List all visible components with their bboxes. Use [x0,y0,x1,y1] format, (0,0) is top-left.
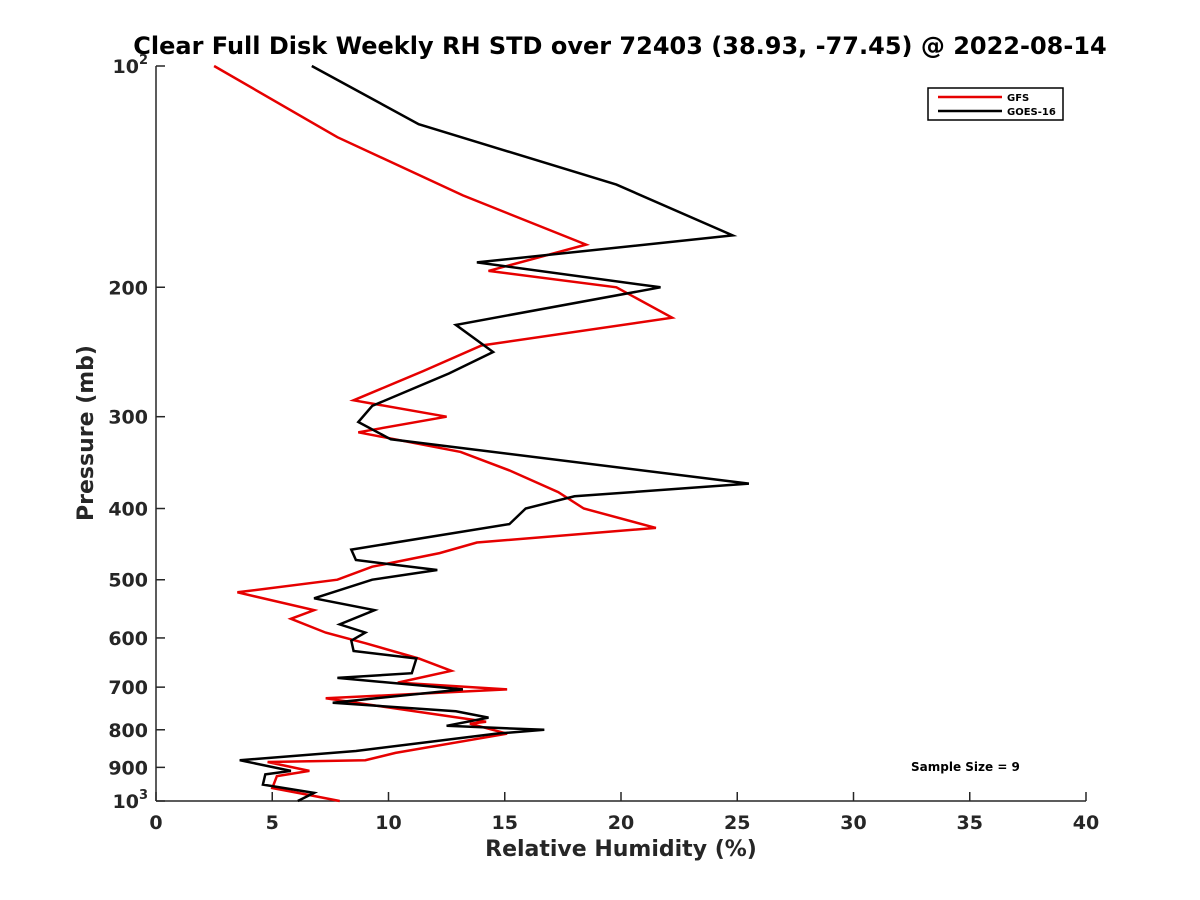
x-axis-label: Relative Humidity (%) [485,837,757,862]
x-tick-label: 40 [1073,812,1099,834]
x-tick-label: 25 [724,812,750,834]
y-tick-label: 900 [108,757,148,779]
legend-label-goes-16: GOES-16 [1007,107,1056,118]
legend-box [927,87,1064,121]
y-axis-label: Pressure (mb) [74,345,99,521]
y-tick-label: 300 [108,407,148,429]
y-tick-label: 800 [108,720,148,742]
x-tick-label: 30 [840,812,866,834]
x-tick-label: 5 [266,812,279,834]
y-tick-label: 500 [108,570,148,592]
y-tick-label: 400 [108,499,148,521]
y-axis-ticks: 102 200 300 400 500 600 700 800 900 103 [108,53,165,813]
x-axis-ticks: 0 5 10 15 20 25 30 35 40 [149,792,1099,834]
x-tick-label: 20 [608,812,634,834]
legend-label-gfs: GFS [1007,93,1029,104]
y-tick-label: 103 [113,788,149,813]
plot-frame [155,66,1086,802]
x-tick-label: 0 [149,812,162,834]
x-tick-label: 15 [492,812,518,834]
y-tick-label: 700 [108,677,148,699]
sample-size-annotation: Sample Size = 9 [911,760,1020,774]
x-tick-label: 35 [957,812,983,834]
chart-title: Clear Full Disk Weekly RH STD over 72403… [133,32,1106,60]
y-tick-label: 600 [108,628,148,650]
legend: GFS GOES-16 [927,87,1064,121]
series-layer [213,64,750,803]
y-tick-label: 102 [113,53,149,78]
x-tick-label: 10 [375,812,401,834]
y-tick-label: 200 [108,277,148,299]
